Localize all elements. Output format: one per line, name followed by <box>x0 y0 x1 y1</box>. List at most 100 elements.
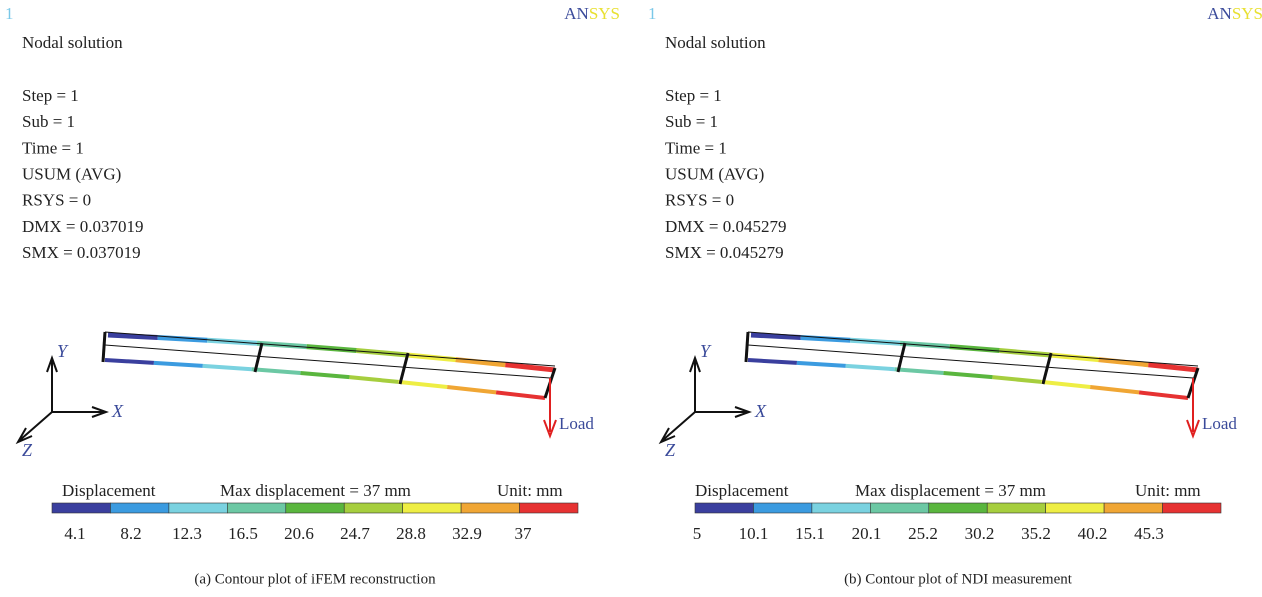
axis-z-label: Z <box>665 440 676 460</box>
colorbar-segment <box>987 503 1045 513</box>
legend-name: Displacement <box>695 481 789 500</box>
beam-segment <box>797 363 846 366</box>
colorbar-tick-label: 25.2 <box>908 524 938 543</box>
beam-segment <box>203 366 252 369</box>
logo-sys: SYS <box>1232 4 1262 23</box>
colorbar-tick-label: 20.1 <box>852 524 882 543</box>
info-line: Sub = 1 <box>22 112 75 131</box>
beam-segment <box>944 373 993 377</box>
colorbar-segment <box>110 503 168 513</box>
info-line: DMX = 0.045279 <box>665 217 787 236</box>
colorbar-tick-label: 16.5 <box>228 524 258 543</box>
colorbar-tick-label: 28.8 <box>396 524 426 543</box>
axis-y-label: Y <box>57 341 69 361</box>
axis-triad <box>661 358 749 442</box>
beam-segment <box>1090 387 1139 392</box>
colorbar-segment <box>227 503 285 513</box>
info-line: SMX = 0.045279 <box>665 243 784 262</box>
legend-max: Max displacement = 37 mm <box>855 481 1046 500</box>
colorbar-tick-label: 10.1 <box>739 524 769 543</box>
info-line: RSYS = 0 <box>22 191 91 210</box>
beam-segment <box>748 360 797 363</box>
axis-z-label: Z <box>22 440 33 460</box>
colorbar-tick-label: 32.9 <box>452 524 482 543</box>
axis-y-label: Y <box>700 341 712 361</box>
beam-segment <box>950 347 1000 351</box>
info-line: DMX = 0.037019 <box>22 217 144 236</box>
load-label: Load <box>1202 414 1237 433</box>
beam-segment <box>1139 392 1188 398</box>
beam-segment <box>846 366 895 369</box>
info-line: SMX = 0.037019 <box>22 243 141 262</box>
info-line: Time = 1 <box>22 138 84 157</box>
colorbar-tick-label: 35.2 <box>1021 524 1051 543</box>
figure: 1ANSYSNodal solutionStep = 1Sub = 1Time … <box>0 0 1262 597</box>
beam-edge <box>748 332 1198 366</box>
colorbar-segment <box>461 503 519 513</box>
colorbar-segment <box>1163 503 1221 513</box>
axis-triad <box>18 358 106 442</box>
info-line: USUM (AVG) <box>665 165 764 184</box>
logo-an: AN <box>564 4 589 23</box>
colorbar-tick-label: 30.2 <box>965 524 995 543</box>
beam-strut <box>103 332 105 362</box>
logo: ANSYS <box>1207 4 1262 23</box>
colorbar-tick-label: 5 <box>693 524 702 543</box>
axis-x-label: X <box>111 401 124 421</box>
beam-strut <box>1043 353 1051 384</box>
caption: (b) Contour plot of NDI measurement <box>844 571 1073 587</box>
beam-strut <box>898 343 905 372</box>
logo-an: AN <box>1207 4 1232 23</box>
info-line: Step = 1 <box>665 86 722 105</box>
colorbar-segment <box>520 503 578 513</box>
info-line: Time = 1 <box>665 138 727 157</box>
colorbar-segment <box>344 503 402 513</box>
colorbar-segment <box>870 503 928 513</box>
colorbar-tick-label: 20.6 <box>284 524 314 543</box>
colorbar-segment <box>286 503 344 513</box>
beam-strut <box>400 353 408 384</box>
panel: 1 ANSYS Nodal solution Step = 1 Sub = 1 Time … <box>648 4 1262 588</box>
beam-segment <box>992 377 1041 382</box>
colorbar-segment <box>52 503 110 513</box>
colorbar-tick-label: 8.2 <box>120 524 141 543</box>
colorbar-segment <box>812 503 870 513</box>
beam-segment <box>895 369 944 373</box>
beam-segment <box>154 363 203 366</box>
logo-sys: SYS <box>589 4 620 23</box>
logo: ANSYS <box>564 4 620 23</box>
legend-unit: Unit: mm <box>497 481 563 500</box>
legend-name: Displacement <box>62 481 156 500</box>
title: Nodal solution <box>665 33 766 52</box>
beam-segment <box>252 369 301 373</box>
beam-strut <box>746 332 748 362</box>
colorbar-tick-label: 12.3 <box>172 524 202 543</box>
beam-segment <box>496 392 545 398</box>
beam-segment <box>447 387 496 392</box>
load-label: Load <box>559 414 594 433</box>
info-line: Step = 1 <box>22 86 79 105</box>
colorbar-segment <box>753 503 811 513</box>
info-line: USUM (AVG) <box>22 165 121 184</box>
colorbar-segment <box>1046 503 1104 513</box>
axis-x-label: X <box>754 401 767 421</box>
beam-segment <box>301 373 350 377</box>
colorbar-tick-label: 24.7 <box>340 524 370 543</box>
colorbar-segment <box>929 503 987 513</box>
panel-index: 1 <box>648 4 657 23</box>
colorbar-tick-label: 45.3 <box>1134 524 1164 543</box>
beam-segment <box>398 382 447 387</box>
colorbar-tick-label: 4.1 <box>64 524 85 543</box>
info-line: Sub = 1 <box>665 112 718 131</box>
colorbar-segment <box>169 503 227 513</box>
beam-segment <box>307 347 357 351</box>
colorbar-segment <box>1104 503 1162 513</box>
beam-segment <box>349 377 398 382</box>
legend-unit: Unit: mm <box>1135 481 1201 500</box>
colorbar-segment <box>695 503 753 513</box>
info-line: RSYS = 0 <box>665 191 734 210</box>
caption: (a) Contour plot of iFEM reconstruction <box>194 571 436 587</box>
panel-index: 1 <box>5 4 14 23</box>
colorbar-segment <box>403 503 461 513</box>
